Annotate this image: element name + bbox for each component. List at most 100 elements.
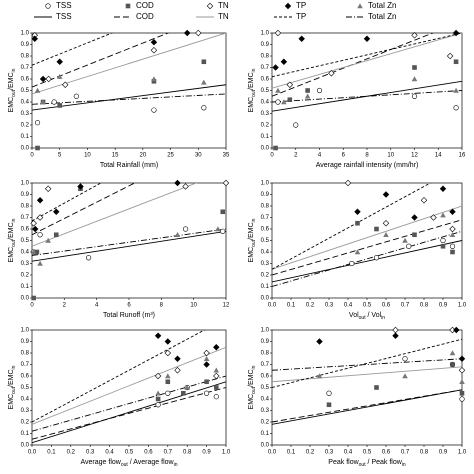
label-part: / Vol	[366, 312, 382, 319]
point	[326, 390, 332, 396]
x-tick-label: 0.3	[325, 303, 334, 309]
point	[357, 3, 363, 9]
y-tick-label: 0.9	[261, 192, 270, 198]
point	[316, 87, 323, 94]
point	[316, 373, 323, 379]
trend-line	[272, 80, 462, 112]
point	[164, 349, 172, 357]
y-axis-label: EMCout/EMCin	[8, 365, 17, 409]
point	[32, 225, 39, 233]
plot-frame	[31, 182, 227, 299]
point	[215, 226, 221, 232]
point	[284, 2, 292, 10]
point	[204, 379, 209, 385]
point	[459, 390, 465, 396]
point	[453, 59, 459, 65]
y-tick-label: 0.6	[21, 374, 30, 380]
point	[37, 260, 43, 266]
x-tick-label: 0.6	[144, 450, 153, 456]
label-part: EMC	[248, 97, 255, 113]
point	[373, 255, 380, 261]
point	[40, 99, 46, 105]
subscript: out	[251, 89, 257, 97]
point	[449, 243, 456, 249]
point	[174, 355, 181, 362]
legend-label: Total Zn	[368, 12, 396, 21]
trend-line	[272, 33, 462, 78]
point	[182, 183, 189, 190]
x-axis-label: Average rainfall intensity (mm/hr)	[316, 162, 419, 169]
subscript: in	[381, 315, 385, 321]
point	[450, 362, 455, 367]
y-tick-label: 0.2	[261, 123, 270, 129]
point	[420, 197, 428, 204]
subscript: in	[11, 218, 17, 222]
x-tick-label: 10	[84, 153, 91, 159]
y-tick-label: 1.0	[261, 31, 270, 37]
trend-line	[272, 33, 462, 89]
point	[274, 29, 282, 37]
y-tick-label: 0.8	[21, 351, 30, 357]
trend-line	[32, 84, 226, 111]
point	[195, 29, 202, 37]
y-tick-label: 0.3	[261, 261, 270, 267]
point	[165, 379, 171, 385]
x-tick-label: 0.2	[306, 450, 315, 456]
y-tick-label: 0.1	[21, 134, 30, 140]
point	[440, 237, 446, 244]
y-axis-label: EMCout/EMCin	[248, 365, 257, 409]
y-tick-label: 0.7	[21, 362, 30, 368]
point	[150, 47, 158, 54]
x-tick-label: 2	[294, 153, 298, 159]
y-tick-label: 0.9	[21, 42, 30, 48]
y-tick-label: 0.0	[21, 443, 30, 449]
trend-line	[272, 230, 462, 287]
point	[449, 350, 456, 356]
point	[151, 79, 157, 84]
y-tick-label: 0.4	[261, 250, 270, 256]
subscript: in	[251, 365, 257, 369]
y-tick-label: 0.3	[261, 408, 270, 414]
plot-frame	[271, 182, 463, 299]
subscript: in	[11, 68, 17, 72]
label-part: /EMC	[8, 369, 15, 387]
plot-frame	[31, 32, 227, 149]
point	[62, 81, 69, 88]
point	[453, 326, 460, 334]
point	[150, 38, 158, 46]
point	[459, 378, 465, 384]
trend-line	[32, 346, 226, 425]
label-part: Vol	[349, 312, 359, 319]
point	[204, 390, 210, 396]
label-part: /EMC	[248, 72, 255, 90]
point	[286, 81, 294, 88]
y-tick-label: 0.3	[261, 111, 270, 117]
point	[402, 356, 408, 362]
y-tick-label: 0.2	[261, 420, 270, 426]
x-tick-label: 0.0	[268, 303, 277, 309]
point	[85, 255, 92, 261]
panel: 0.0 0.1 0.2 0.3 0.4 0.5 0.6 0.7 0.8 0.9 1.0 0 5 10 15 2…	[8, 29, 230, 169]
y-tick-label: 0.1	[261, 134, 270, 140]
trend-line	[32, 93, 226, 105]
panel: 0.0 0.1 0.2 0.3 0.4 0.5 0.6 0.7 0.8 0.9 1.0 0.0 0.1 0…	[8, 328, 231, 469]
x-tick-label: 0.5	[363, 450, 372, 456]
point	[459, 396, 465, 402]
legend-label: TN	[218, 12, 229, 21]
x-axis-label: Peak flowout / Peak flowin	[328, 459, 406, 468]
y-tick-label: 0.0	[261, 146, 270, 152]
point	[374, 385, 379, 390]
plot-frame	[31, 329, 227, 446]
legend-label: TN	[218, 1, 229, 10]
x-tick-label: 14	[435, 153, 442, 159]
legend-label: TP	[296, 1, 306, 10]
point	[53, 208, 60, 215]
point	[349, 260, 355, 267]
point	[440, 243, 446, 249]
y-tick-label: 0.0	[261, 443, 270, 449]
x-tick-label: 0.3	[325, 450, 334, 456]
x-tick-label: 0.9	[439, 303, 448, 309]
label-part: EMC	[8, 247, 15, 263]
point	[220, 228, 226, 234]
